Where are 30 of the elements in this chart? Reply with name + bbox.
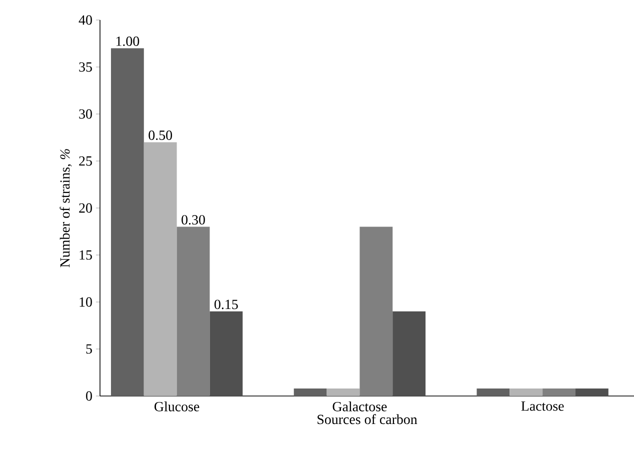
bar xyxy=(476,388,510,396)
y-tick-label: 20 xyxy=(79,203,92,213)
bar xyxy=(542,388,576,396)
series-label: 1.00 xyxy=(116,36,140,46)
bar xyxy=(210,311,243,396)
bar xyxy=(144,142,177,396)
y-tick-label: 25 xyxy=(79,156,92,166)
bar xyxy=(510,388,543,396)
bar xyxy=(326,388,360,396)
x-tick-label: Glucose xyxy=(154,402,200,412)
series-label: 0.15 xyxy=(214,300,238,310)
y-axis-title: Number of strains, % xyxy=(60,149,72,268)
bar xyxy=(575,388,608,396)
y-tick-label: 0 xyxy=(86,391,92,401)
x-tick-label: Galactose xyxy=(332,402,387,412)
y-tick-label: 10 xyxy=(80,297,92,307)
bar xyxy=(110,48,144,396)
series-label: 0.50 xyxy=(148,130,172,140)
y-tick-label: 40 xyxy=(78,15,92,25)
y-tick-label: 30 xyxy=(79,109,92,119)
bar xyxy=(392,311,426,396)
y-tick-label: 5 xyxy=(86,344,92,354)
series-label: 0.30 xyxy=(182,215,205,225)
y-tick-label: 15 xyxy=(80,250,92,260)
x-tick-label: Lactose xyxy=(521,402,564,411)
bar xyxy=(360,226,393,396)
bar xyxy=(176,226,210,396)
bar xyxy=(294,388,327,396)
y-tick-label: 35 xyxy=(79,62,92,72)
x-axis-title: Sources of carbon xyxy=(318,414,418,424)
